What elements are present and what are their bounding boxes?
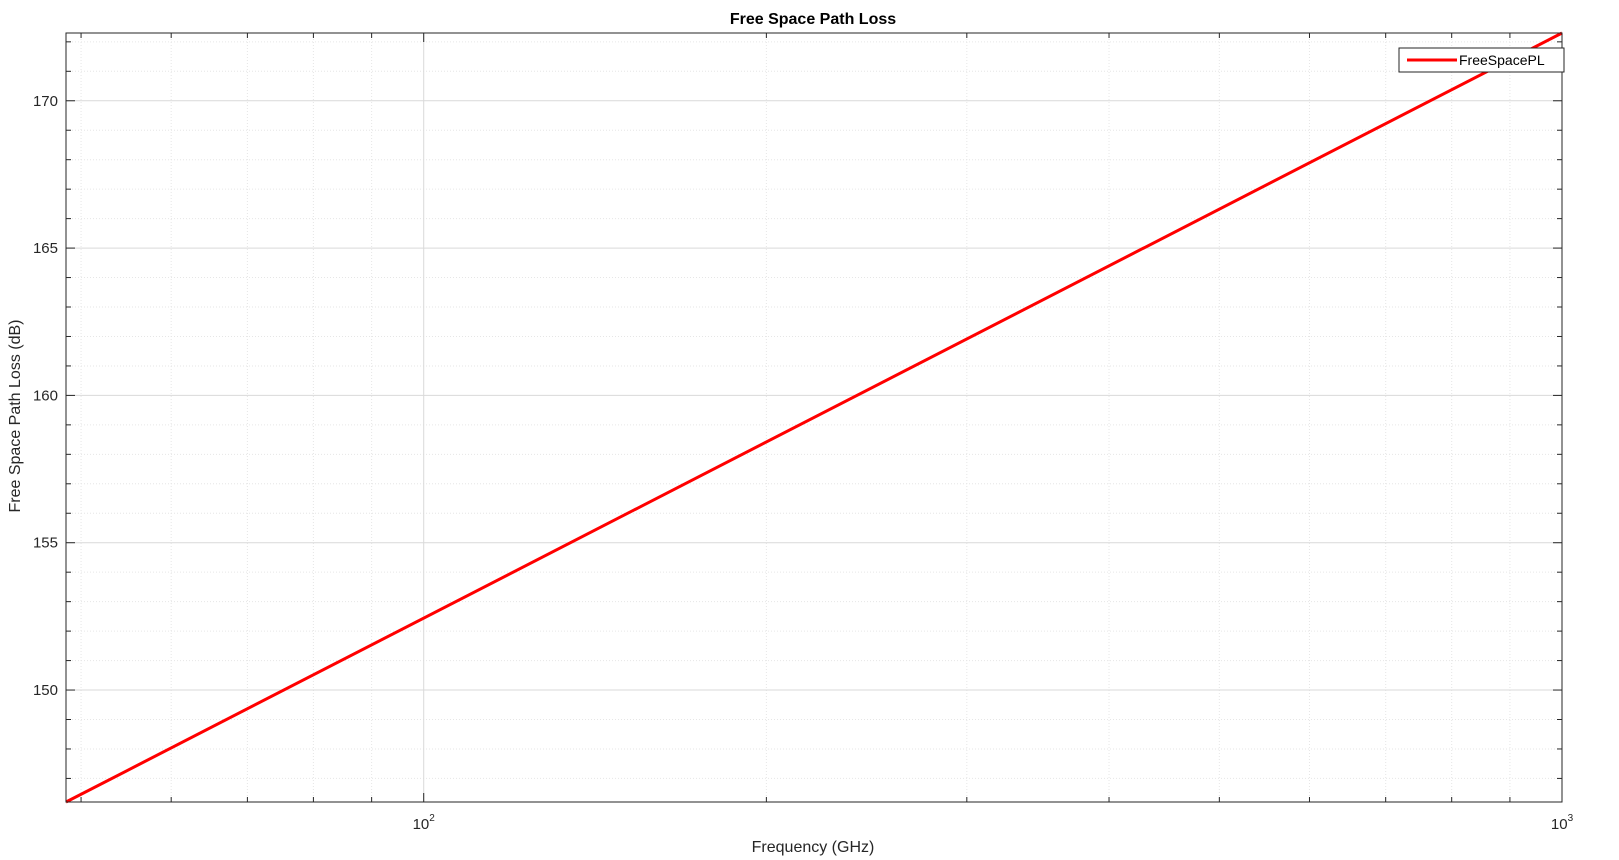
- x-tick-label: 103: [1551, 813, 1574, 833]
- series-line-freespacepl: [65, 31, 1563, 804]
- y-tick-label: 150: [33, 682, 58, 699]
- x-tick-label-base: 10: [413, 816, 430, 833]
- y-axis-label: Free Space Path Loss (dB): [7, 320, 24, 513]
- y-tick-label: 165: [33, 240, 58, 257]
- x-axis-label: Frequency (GHz): [752, 839, 875, 856]
- chart-title: Free Space Path Loss: [730, 11, 896, 28]
- plot-frame: [65, 32, 1563, 803]
- series-layer: [65, 31, 1563, 804]
- x-tick-label-base: 10: [1551, 816, 1568, 833]
- y-tick-label: 155: [33, 535, 58, 552]
- legend[interactable]: FreeSpacePL: [1398, 47, 1565, 73]
- y-tick-label: 170: [33, 93, 58, 110]
- x-tick-label-exponent: 3: [1568, 813, 1574, 824]
- y-tick-label: 160: [33, 387, 58, 404]
- x-tick-label-exponent: 2: [429, 813, 435, 824]
- x-tick-label: 102: [413, 813, 436, 833]
- legend-label-freespacepl: FreeSpacePL: [1459, 52, 1545, 68]
- minor-grid: [66, 33, 1562, 802]
